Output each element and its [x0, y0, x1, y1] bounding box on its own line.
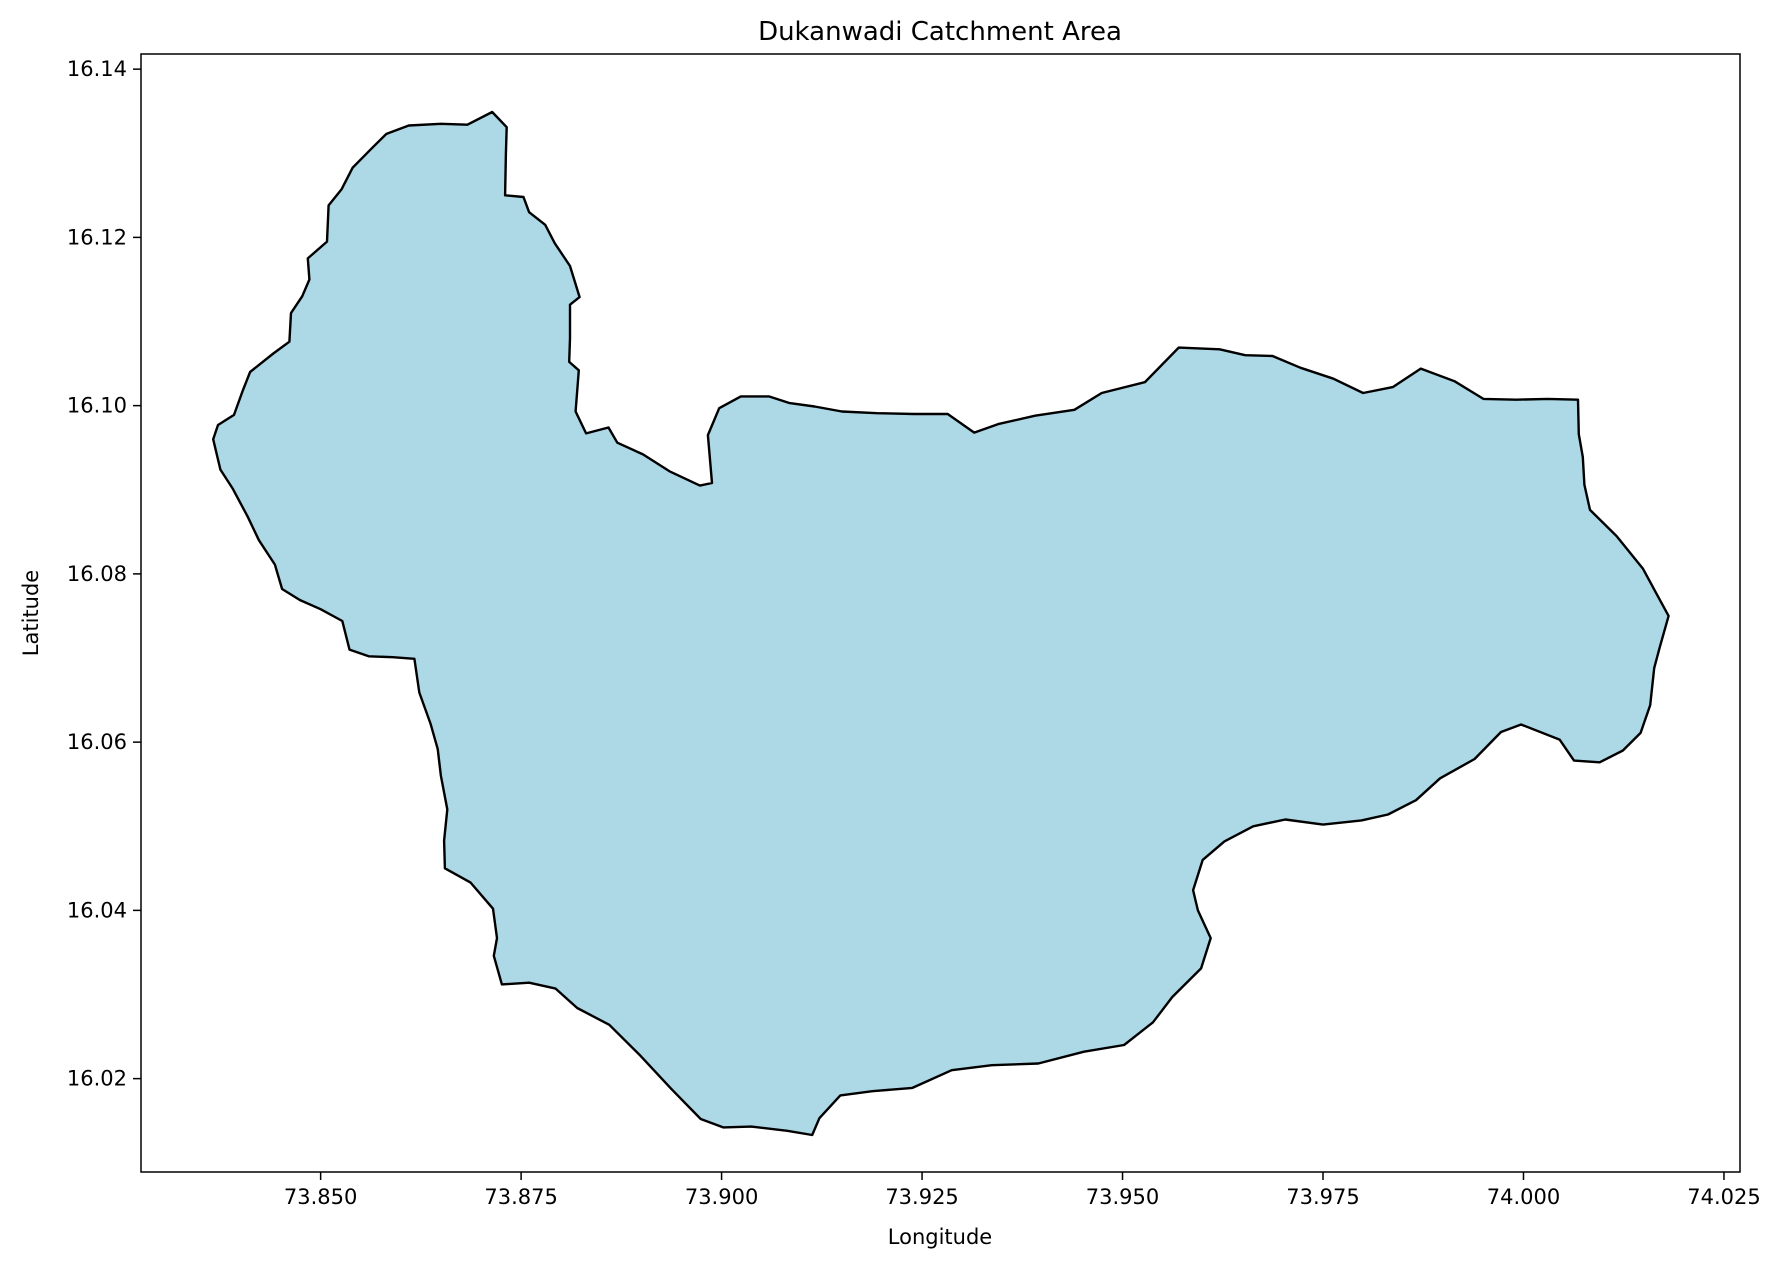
catchment-polygon: [212, 110, 1670, 1137]
y-tick-label: 16.06: [67, 730, 127, 754]
y-tick-label: 16.14: [67, 57, 127, 81]
y-tick-label: 16.02: [67, 1067, 127, 1091]
y-tick-label: 16.12: [67, 225, 127, 249]
chart-title: Dukanwadi Catchment Area: [758, 17, 1122, 47]
y-axis: 16.02 16.04 16.06 16.08 16.10 16.12 16.14: [67, 57, 141, 1091]
y-axis-label: Latitude: [19, 570, 43, 656]
x-tick-label: 74.000: [1487, 1185, 1560, 1209]
catchment-layer: [212, 110, 1670, 1137]
x-tick-label: 73.850: [284, 1185, 357, 1209]
x-axis-label: Longitude: [888, 1225, 992, 1249]
x-tick-label: 73.975: [1286, 1185, 1359, 1209]
y-tick-label: 16.04: [67, 898, 127, 922]
x-tick-label: 73.900: [685, 1185, 758, 1209]
plot-frame: [140, 53, 1741, 1173]
x-tick-label: 73.950: [1086, 1185, 1159, 1209]
x-tick-label: 73.875: [484, 1185, 557, 1209]
x-axis: 73.850 73.875 73.900 73.925 73.950 73.975 74.0…: [284, 1172, 1761, 1209]
x-tick-label: 74.025: [1687, 1185, 1760, 1209]
y-tick-label: 16.10: [67, 394, 127, 418]
y-tick-label: 16.08: [67, 562, 127, 586]
x-tick-label: 73.925: [885, 1185, 958, 1209]
